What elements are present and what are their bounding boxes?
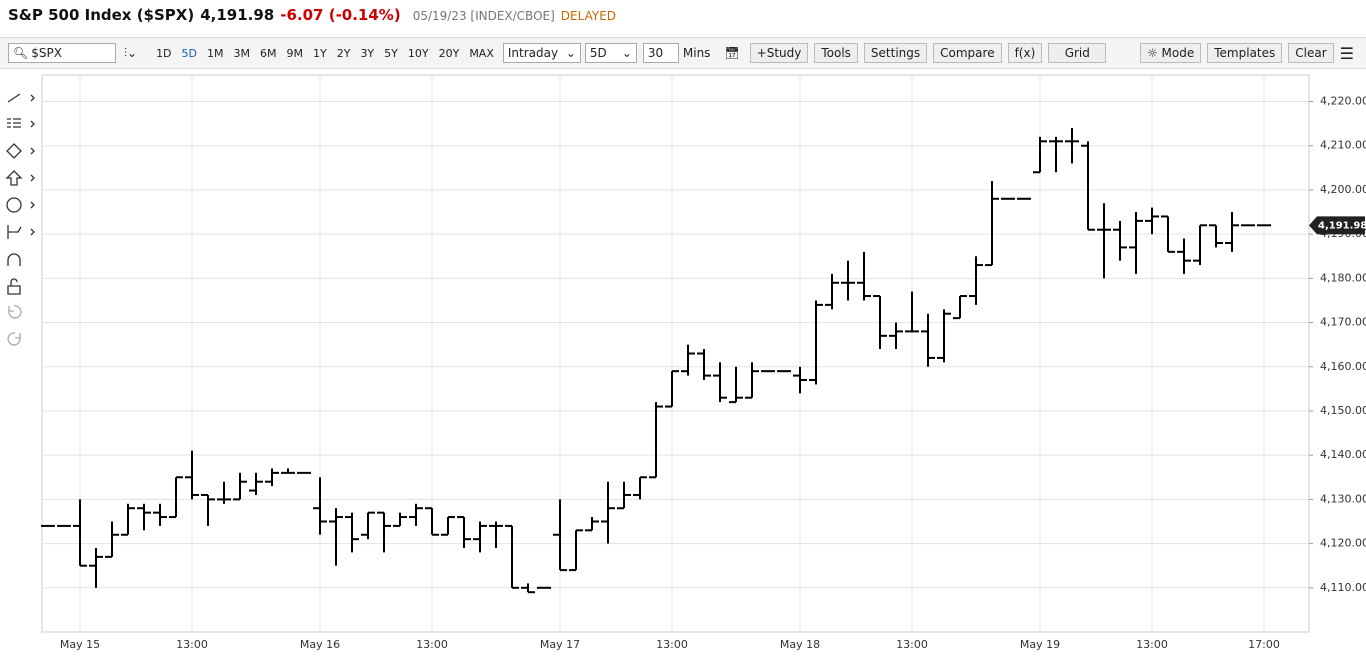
toolbar-button[interactable]: f(x): [1007, 43, 1043, 63]
period-button[interactable]: 5Y: [384, 46, 398, 60]
interval-unit: Mins: [682, 46, 711, 60]
symbol-input[interactable]: 🔍︎ $SPX: [8, 43, 116, 63]
period-button[interactable]: 3M: [233, 46, 251, 60]
toolbar-button[interactable]: Clear: [1288, 43, 1334, 63]
symbol-text: $SPX: [31, 46, 62, 60]
menu[interactable]: ☰: [1339, 43, 1354, 63]
y-tick-label: 4,220.00: [1320, 95, 1366, 108]
chart: 4,110.00 4,120.00 4,130.00 4,140.00 4,150.00…: [5, 74, 1366, 651]
period-button[interactable]: 9M: [286, 46, 304, 60]
x-tick-label: 17:00: [1248, 638, 1280, 651]
header: S&P 500 Index ($SPX) 4,191.98 -6.07 (-0.…: [8, 6, 616, 24]
x-tick-label: May 17: [540, 638, 580, 651]
toolbar-button[interactable]: ☼ Mode: [1139, 43, 1202, 63]
status: DELAYED: [560, 9, 617, 23]
period-button[interactable]: 1D: [156, 46, 172, 60]
x-tick-label: 13:00: [896, 638, 928, 651]
tool-text[interactable]: [6, 197, 22, 213]
chart-type: Intraday: [507, 46, 559, 60]
toolbar-button[interactable]: Compare: [933, 43, 1002, 63]
period-button[interactable]: 6M: [260, 46, 277, 60]
period-button[interactable]: 3Y: [360, 46, 375, 60]
x-tick-label: May 16: [300, 638, 340, 651]
x-tick-label: 13:00: [1136, 638, 1168, 651]
tool-line[interactable]: [7, 93, 35, 103]
chart-type-select[interactable]: Intraday ⌄: [502, 43, 581, 63]
toolbar-button[interactable]: Grid: [1048, 43, 1107, 63]
toolbar-button[interactable]: +Study: [749, 43, 809, 63]
x-tick-label: May 18: [780, 638, 820, 651]
change: -6.07 (-0.14%): [280, 6, 401, 24]
y-tick-label: 4,140.00: [1320, 448, 1366, 461]
price: 4,191.98: [200, 6, 275, 24]
interval-input[interactable]: 30: [642, 43, 679, 63]
tool-shape[interactable]: [6, 143, 35, 159]
toolbar: 🔍︎ $SPX ⫶⌄ 1D 5D 1M 3M 6M 9M 1Y 2Y 3Y 5Y 10Y 20Y MAX …: [0, 37, 1366, 69]
range-select[interactable]: 5D ⌄: [584, 43, 637, 63]
x-tick-label: May 19: [1020, 638, 1060, 651]
right-buttons: ☼ Mode Templates Clear: [1139, 43, 1340, 63]
period-button[interactable]: 2Y: [336, 46, 351, 60]
y-tick-label: 4,120.00: [1320, 537, 1366, 550]
range: 5D: [589, 46, 607, 60]
y-tick-label: 4,150.00: [1320, 404, 1366, 417]
y-tick-label: 4,210.00: [1320, 139, 1366, 152]
period-button[interactable]: MAX: [469, 46, 494, 60]
calendar[interactable]: 📅︎: [724, 46, 740, 60]
tool-measure[interactable]: [7, 225, 35, 239]
y-tick-label: 4,170.00: [1320, 316, 1366, 329]
symbol-title: S&P 500 Index ($SPX): [8, 6, 195, 24]
last-price-tag: [1309, 216, 1365, 235]
x-tick-label: 13:00: [416, 638, 448, 651]
y-tick-label: 4,160.00: [1320, 360, 1366, 373]
toolbar-button[interactable]: Tools: [814, 43, 858, 63]
x-tick-label: May 15: [60, 638, 100, 651]
y-tick-label: 4,110.00: [1320, 581, 1366, 594]
y-tick-label: 4,200.00: [1320, 183, 1366, 196]
period-button[interactable]: 10Y: [407, 46, 429, 60]
x-tick-label: 13:00: [176, 638, 208, 651]
y-tick-label: 4,130.00: [1320, 492, 1366, 505]
x-tick-label: 13:00: [656, 638, 688, 651]
period-button[interactable]: 1M: [207, 46, 224, 60]
plot-frame: [41, 74, 1310, 633]
chart-style[interactable]: ⫶⌄: [124, 45, 138, 60]
period-button[interactable]: 1Y: [313, 46, 327, 60]
buttons: +Study Tools Settings Compare f(x) Grid: [749, 43, 1113, 63]
period-button[interactable]: 20Y: [438, 46, 460, 60]
drawing-tools: [5, 93, 35, 346]
undo[interactable]: [8, 305, 22, 319]
tool-arrow[interactable]: [5, 170, 35, 186]
toolbar-button[interactable]: Settings: [863, 43, 928, 63]
redo[interactable]: [7, 332, 21, 346]
tool-magnet[interactable]: [7, 253, 21, 266]
meta: 05/19/23 [INDEX/CBOE]: [412, 9, 555, 23]
interval: 30: [647, 46, 664, 60]
last-price-label: 4,191.98: [1318, 220, 1366, 231]
toolbar-button[interactable]: Templates: [1207, 43, 1283, 63]
y-tick-label: 4,180.00: [1320, 271, 1366, 284]
tool-lock[interactable]: [7, 278, 21, 295]
periods: 1D 5D 1M 3M 6M 9M 1Y 2Y 3Y 5Y 10Y 20Y MAX: [151, 47, 499, 60]
period-button[interactable]: 5D: [181, 46, 197, 60]
tool-fib[interactable]: [7, 118, 35, 128]
